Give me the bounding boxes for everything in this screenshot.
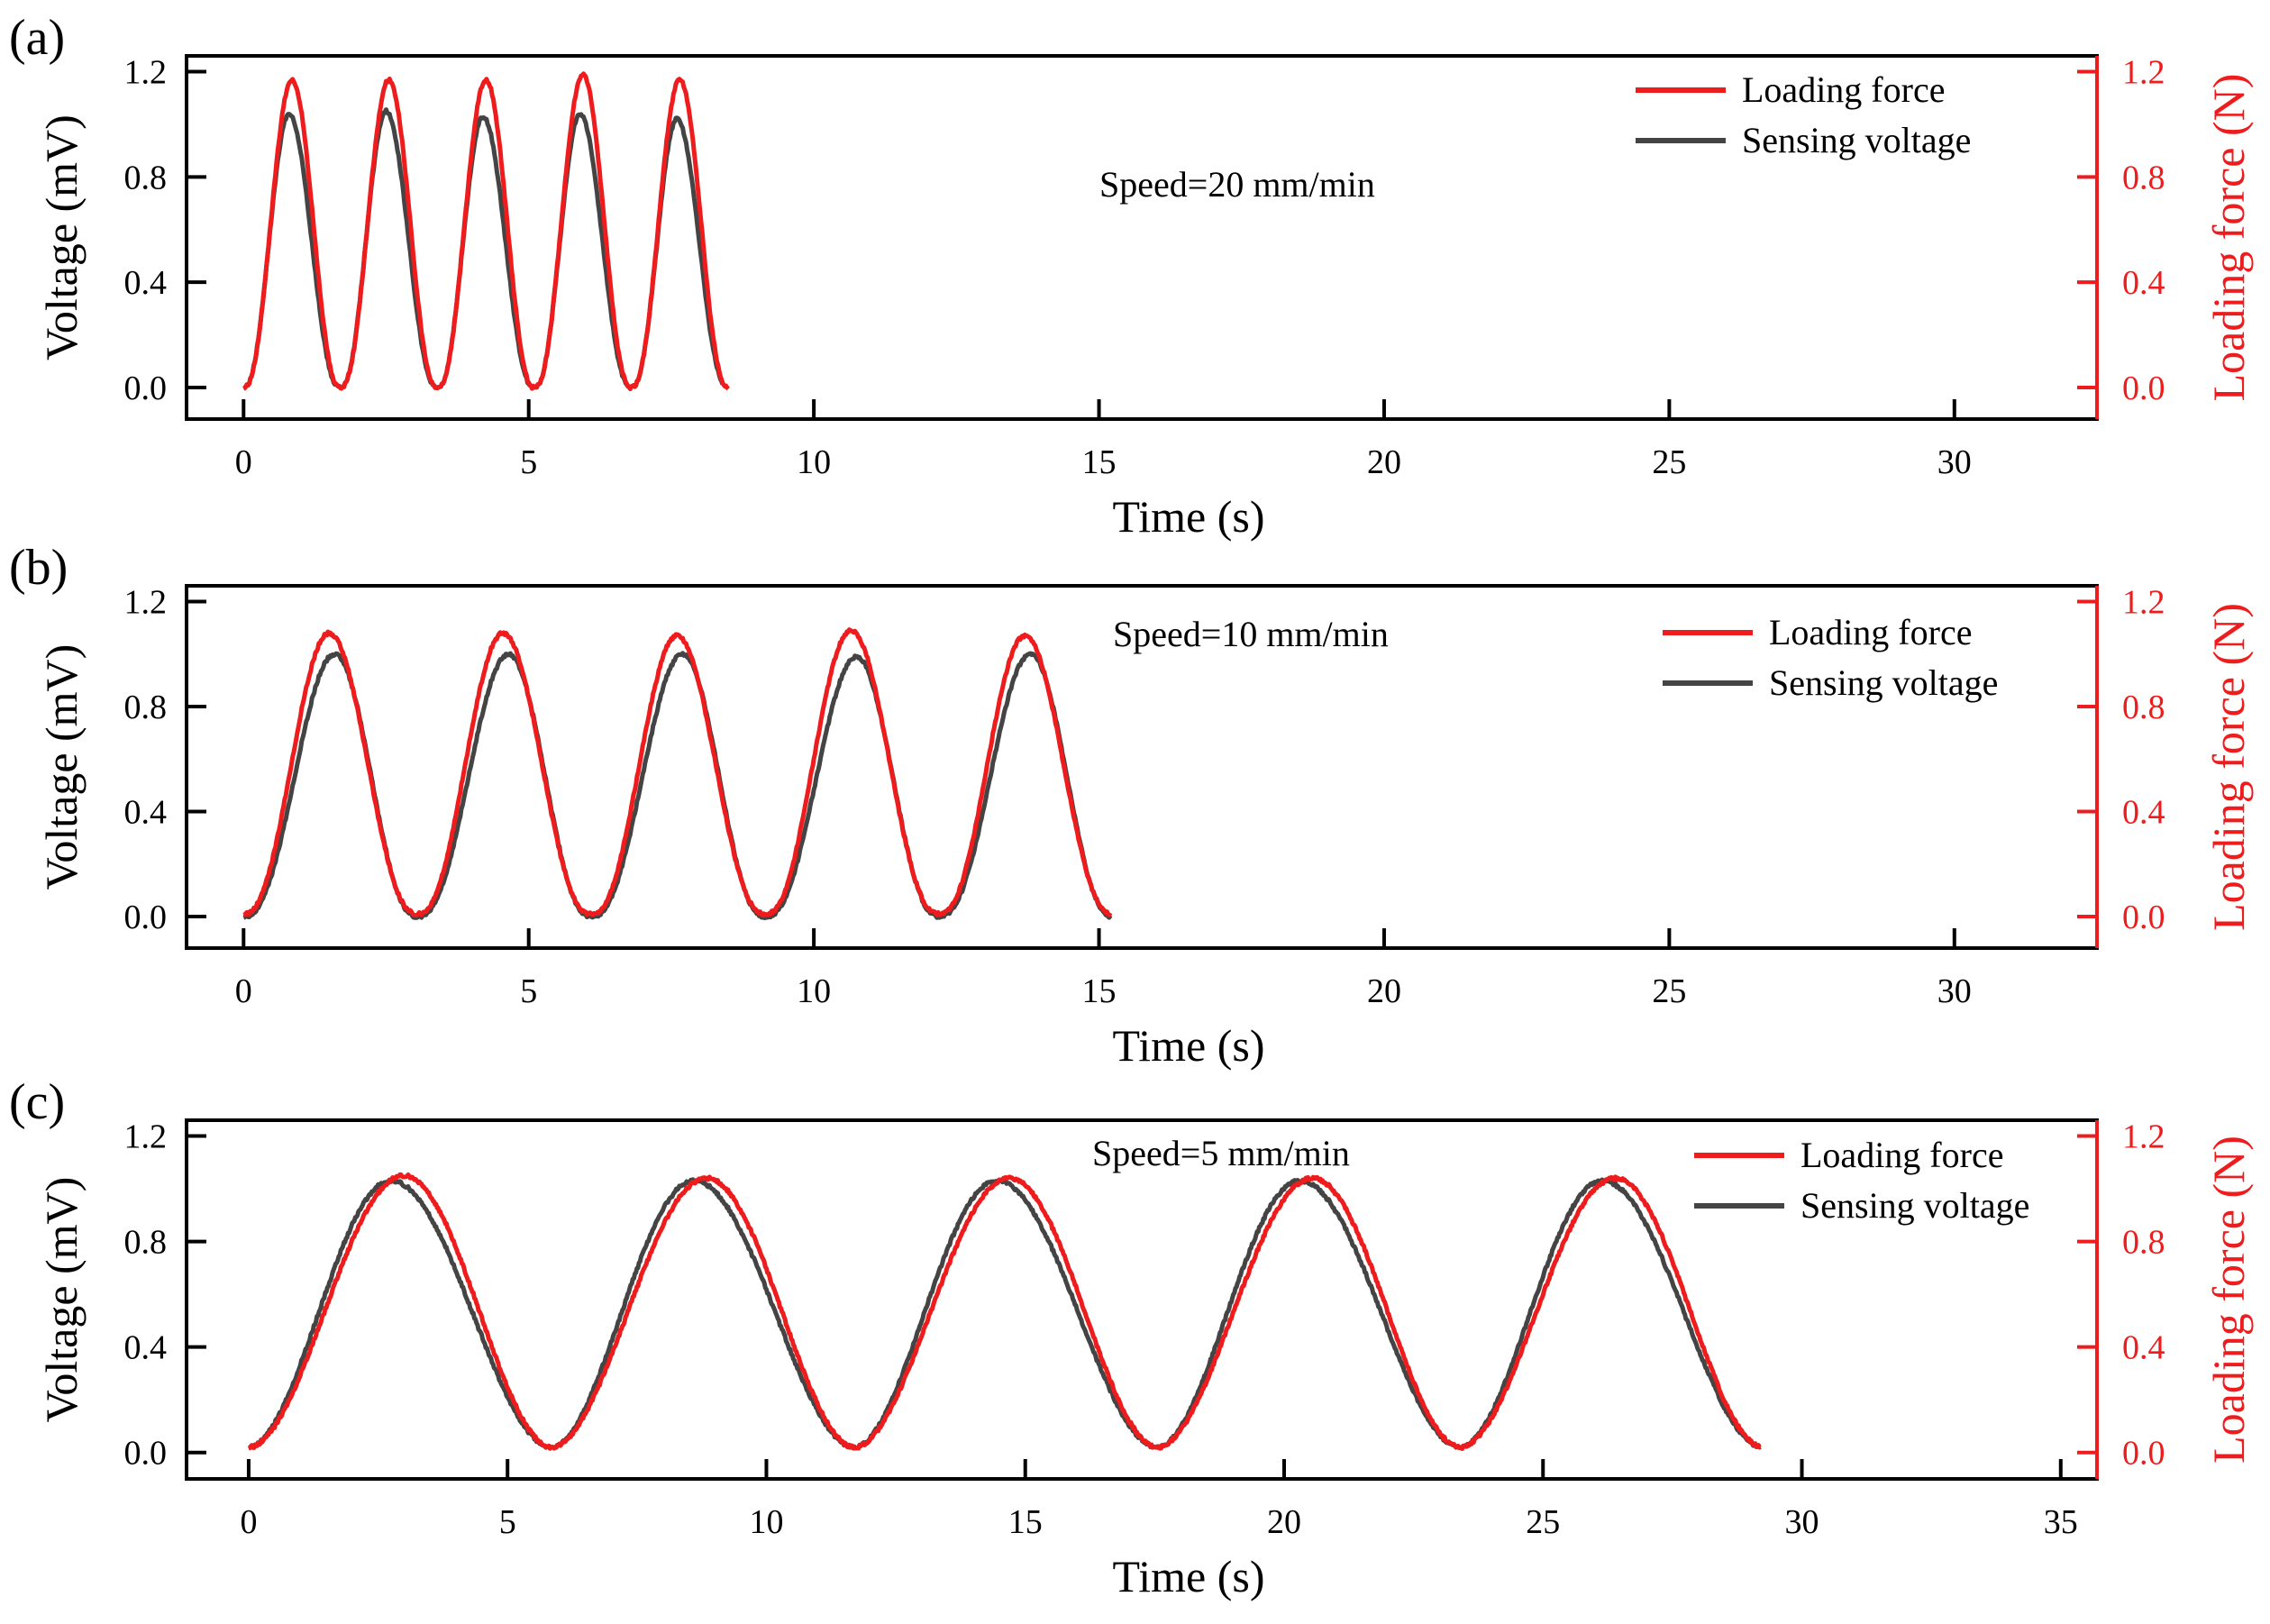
panel-a: 0 5 10 15 20 25 30 0.0 0.4 0.8 1.2 0.0 0.4 0.8 1.2 Time… bbox=[9, 10, 2254, 542]
y-tick-label: 0.4 bbox=[124, 264, 168, 302]
y2-tick-label: 0.8 bbox=[2122, 689, 2165, 726]
plot-frame bbox=[185, 54, 2099, 421]
y2-tick-label: 0.0 bbox=[2122, 1435, 2165, 1473]
y-tick-label: 1.2 bbox=[124, 583, 168, 621]
panel-label: (a) bbox=[9, 10, 65, 66]
x-tick-label: 10 bbox=[797, 972, 831, 1010]
y2-tick-label: 0.0 bbox=[2122, 899, 2165, 936]
x-tick-label: 15 bbox=[1008, 1503, 1043, 1541]
legend-label: Loading force bbox=[1742, 69, 1945, 110]
x-tick-label: 15 bbox=[1082, 972, 1117, 1010]
legend: Loading force Sensing voltage bbox=[1663, 612, 1998, 703]
y2-tick-label: 0.8 bbox=[2122, 1224, 2165, 1262]
x-tick-label: 5 bbox=[520, 972, 537, 1010]
sensing-voltage-line bbox=[247, 1177, 1762, 1451]
x-tick-label: 35 bbox=[2044, 1503, 2078, 1541]
y2-axis-title: Loading force (N) bbox=[2203, 603, 2254, 931]
y2-tick-label: 0.4 bbox=[2122, 794, 2165, 832]
y-tick-label: 0.4 bbox=[124, 794, 168, 832]
y2-tick-label: 0.4 bbox=[2122, 1329, 2165, 1367]
loading-force-line bbox=[242, 627, 1113, 918]
y-tick-label: 0.8 bbox=[124, 689, 168, 726]
x-tick-label: 30 bbox=[1937, 972, 1972, 1010]
panel-label: (c) bbox=[9, 1074, 65, 1130]
x-tick-label: 0 bbox=[240, 1503, 257, 1541]
x-tick-label: 5 bbox=[499, 1503, 516, 1541]
legend-label: Sensing voltage bbox=[1769, 662, 1998, 703]
loading-force-line bbox=[242, 71, 730, 391]
x-axis-title: Time (s) bbox=[1112, 491, 1264, 542]
y-tick-label: 0.0 bbox=[124, 370, 168, 407]
x-tick-label: 20 bbox=[1367, 972, 1401, 1010]
x-tick-label: 10 bbox=[797, 443, 831, 481]
y-axis-title: Voltage (mV) bbox=[36, 644, 87, 890]
y2-tick-label: 1.2 bbox=[2122, 1118, 2165, 1156]
x-tick-label: 25 bbox=[1652, 443, 1686, 481]
loading-force-line bbox=[247, 1172, 1762, 1451]
speed-annotation: Speed=20 mm/min bbox=[1099, 164, 1375, 205]
x-axis-title: Time (s) bbox=[1112, 1020, 1264, 1071]
y-tick-label: 1.2 bbox=[124, 54, 168, 92]
legend-label: Loading force bbox=[1801, 1135, 2003, 1175]
y-tick-label: 0.8 bbox=[124, 159, 168, 196]
panel-b: 0 5 10 15 20 25 30 0.0 0.4 0.8 1.2 0.0 0.4 0.8 1.2 Time… bbox=[9, 540, 2254, 1071]
x-tick-label: 20 bbox=[1267, 1503, 1301, 1541]
speed-annotation: Speed=10 mm/min bbox=[1113, 614, 1389, 654]
y-tick-label: 0.8 bbox=[124, 1224, 168, 1262]
x-tick-label: 30 bbox=[1937, 443, 1972, 481]
x-tick-label: 25 bbox=[1526, 1503, 1560, 1541]
y-axis-title: Voltage (mV) bbox=[36, 1177, 87, 1423]
speed-annotation: Speed=5 mm/min bbox=[1092, 1133, 1350, 1173]
y-tick-label: 0.0 bbox=[124, 1435, 168, 1473]
y2-tick-label: 1.2 bbox=[2122, 54, 2165, 92]
y2-axis-title: Loading force (N) bbox=[2203, 74, 2254, 402]
y2-tick-label: 1.2 bbox=[2122, 583, 2165, 621]
x-tick-label: 0 bbox=[235, 972, 252, 1010]
x-tick-label: 25 bbox=[1652, 972, 1686, 1010]
y2-tick-label: 0.8 bbox=[2122, 159, 2165, 196]
legend-label: Sensing voltage bbox=[1801, 1185, 2029, 1226]
y-axis-title: Voltage (mV) bbox=[36, 114, 87, 360]
legend: Loading force Sensing voltage bbox=[1636, 69, 1971, 160]
y2-tick-label: 0.0 bbox=[2122, 370, 2165, 407]
x-tick-label: 30 bbox=[1785, 1503, 1819, 1541]
y-tick-label: 0.4 bbox=[124, 1329, 168, 1367]
y2-axis-title: Loading force (N) bbox=[2203, 1136, 2254, 1464]
y-tick-label: 0.0 bbox=[124, 899, 168, 936]
legend: Loading force Sensing voltage bbox=[1694, 1135, 2029, 1226]
x-tick-label: 0 bbox=[235, 443, 252, 481]
x-tick-label: 15 bbox=[1082, 443, 1117, 481]
panel-c: 0 5 10 15 20 25 30 35 0.0 0.4 0.8 1.2 0.0 0.4 0.8 1.2 Ti… bbox=[9, 1074, 2254, 1601]
legend-label: Loading force bbox=[1769, 612, 1972, 652]
y2-tick-label: 0.4 bbox=[2122, 264, 2165, 302]
x-tick-label: 20 bbox=[1367, 443, 1401, 481]
panel-label: (b) bbox=[9, 540, 68, 596]
legend-label: Sensing voltage bbox=[1742, 120, 1971, 160]
x-axis-title: Time (s) bbox=[1112, 1551, 1264, 1601]
y-tick-label: 1.2 bbox=[124, 1118, 168, 1156]
x-tick-label: 5 bbox=[520, 443, 537, 481]
x-tick-label: 10 bbox=[749, 1503, 783, 1541]
